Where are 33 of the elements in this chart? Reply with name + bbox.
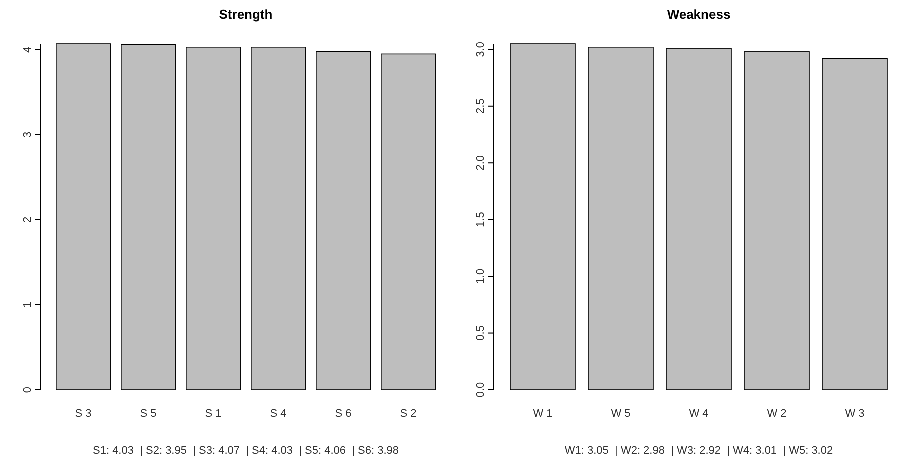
y-tick-label: 3 — [22, 132, 34, 138]
bar — [316, 51, 371, 390]
x-tick-label: W 3 — [845, 408, 865, 420]
x-tick-label: S 4 — [270, 408, 287, 420]
x-tick-label: S 6 — [335, 408, 352, 420]
text: W1: 3.05 | W2: 2.98 | W3: 2.92 | W4: 3.01 | W5: 3.02 — [564, 445, 834, 457]
y-tick-label: 1 — [22, 302, 34, 308]
y-tick-label: 2.5 — [475, 98, 487, 114]
chart-title: Weakness — [667, 7, 731, 22]
x-tick-label: S 3 — [75, 408, 92, 420]
chart-title: Strength — [219, 7, 273, 22]
bar — [186, 47, 241, 390]
x-tick-label: W 1 — [533, 408, 553, 420]
bar — [381, 54, 436, 390]
y-tick-label: 1.0 — [475, 268, 487, 284]
x-tick-label: W 5 — [611, 408, 631, 420]
y-tick-label: 0 — [22, 386, 34, 394]
y-tick-label: 2.0 — [475, 155, 487, 171]
y-tick-label: 1.5 — [475, 212, 487, 228]
bar — [251, 47, 306, 390]
bar — [121, 44, 176, 390]
x-tick-label: W 4 — [689, 408, 709, 420]
y-tick-label: 0.5 — [475, 326, 487, 341]
y-tick-label: 0.0 — [475, 382, 487, 398]
x-tick-label: S 1 — [205, 408, 222, 420]
x-tick-label: S 5 — [140, 408, 157, 420]
x-tick-label: S 2 — [400, 408, 417, 420]
y-tick-label: 2 — [22, 216, 34, 224]
text: S1: 4.03 | S2: 3.95 | S3: 4.07 | S4: 4.03 | S5: 4.06 | S6: 3.98 — [93, 445, 399, 457]
bar — [56, 44, 111, 390]
y-tick-label: 3.0 — [475, 42, 487, 58]
x-tick-label: W 2 — [767, 408, 787, 420]
y-tick-label: 4 — [22, 46, 34, 54]
